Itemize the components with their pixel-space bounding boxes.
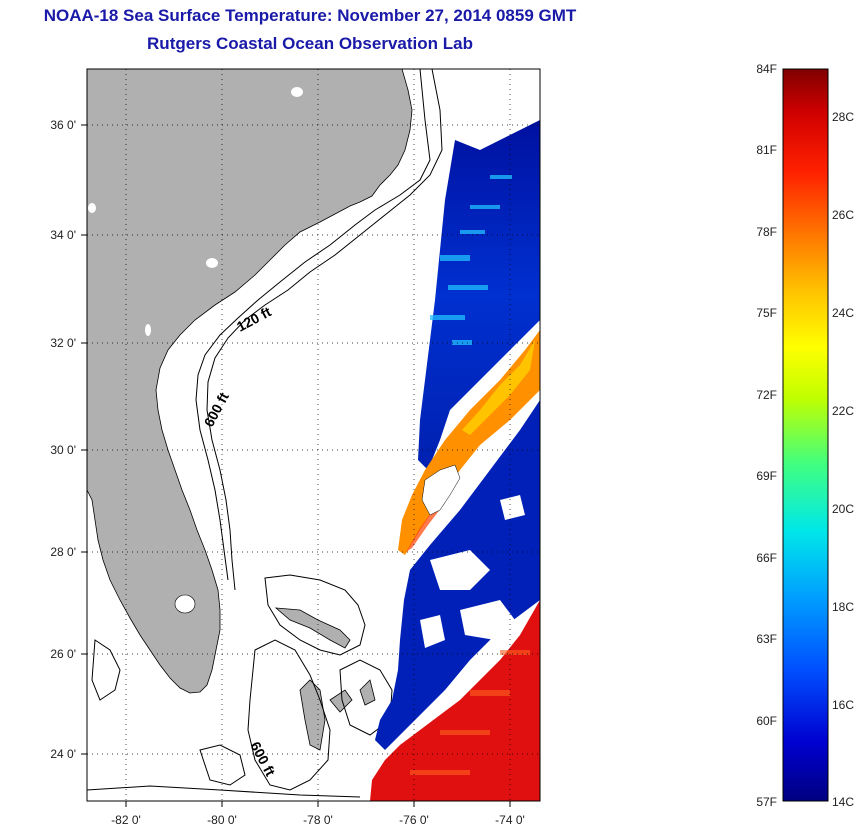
colorbar-c-label: 16C	[832, 698, 854, 712]
lon-label: -78 0'	[303, 813, 333, 827]
colorbar-f-label: 75F	[756, 306, 777, 320]
lat-label: 28 0'	[50, 545, 76, 559]
lat-label: 30 0'	[50, 443, 76, 457]
colorbar-c-label: 18C	[832, 600, 854, 614]
lat-label: 34 0'	[50, 228, 76, 242]
colorbar-c-label: 24C	[832, 306, 854, 320]
land-mass-us	[87, 69, 413, 694]
lat-label: 24 0'	[50, 747, 76, 761]
colorbar-f-label: 84F	[756, 62, 777, 76]
colorbar-c-label: 28C	[832, 110, 854, 124]
map-title: NOAA-18 Sea Surface Temperature: Novembe…	[43, 6, 577, 25]
colorbar: 84F 81F 78F 75F 72F 69F 66F 63F 60F 57F …	[756, 62, 854, 809]
colorbar-f-label: 57F	[756, 795, 777, 809]
lon-label: -74 0'	[495, 813, 525, 827]
colorbar-f-label: 81F	[756, 143, 777, 157]
colorbar-f-label: 60F	[756, 714, 777, 728]
colorbar-c-label: 26C	[832, 208, 854, 222]
sst-swath-north-speckle	[430, 175, 512, 345]
colorbar-gradient	[782, 68, 829, 802]
map-subtitle: Rutgers Coastal Ocean Observation Lab	[147, 34, 473, 53]
colorbar-f-label: 78F	[756, 225, 777, 239]
lat-label: 32 0'	[50, 336, 76, 350]
map-ticks	[81, 124, 511, 807]
colorbar-c-label: 20C	[832, 502, 854, 516]
colorbar-f-label: 69F	[756, 469, 777, 483]
lon-label: -82 0'	[111, 813, 141, 827]
colorbar-c-label: 14C	[832, 795, 854, 809]
colorbar-c-label: 22C	[832, 404, 854, 418]
graticule	[87, 69, 540, 801]
lon-label: -76 0'	[399, 813, 429, 827]
cloud-gaps	[420, 495, 525, 675]
lat-label: 26 0'	[50, 647, 76, 661]
map-frame	[86, 68, 541, 802]
colorbar-f-label: 72F	[756, 388, 777, 402]
sst-warm-south	[370, 600, 540, 801]
map-area	[87, 69, 540, 801]
sst-swath-north	[418, 120, 540, 470]
colorbar-f-label: 63F	[756, 632, 777, 646]
lon-label: -80 0'	[207, 813, 237, 827]
lat-label: 36 0'	[50, 118, 76, 132]
colorbar-f-label: 66F	[756, 551, 777, 565]
